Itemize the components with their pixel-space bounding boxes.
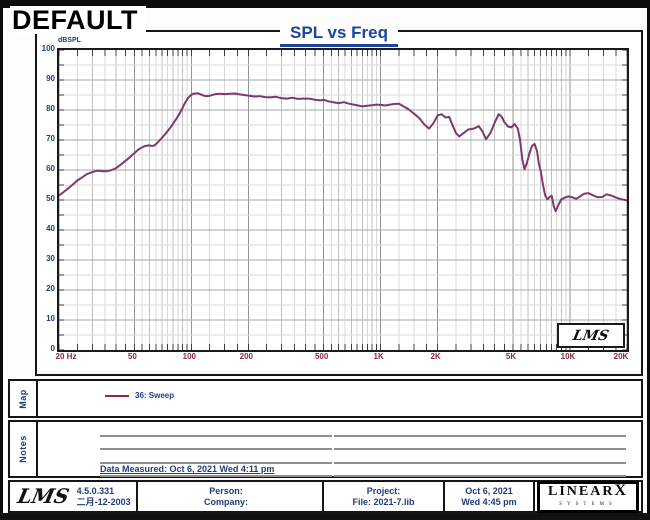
footer-date: Oct 6, 2021 bbox=[465, 485, 513, 496]
footer-lms-cell: LMS 4.5.0.331 二月-12-2003 bbox=[10, 482, 138, 511]
window-bottom-border bbox=[0, 513, 650, 520]
notes-rule-line bbox=[100, 448, 332, 450]
x-tick-label: 500 bbox=[314, 352, 329, 361]
footer-date-cell: Oct 6, 2021 Wed 4:45 pm bbox=[445, 482, 535, 511]
y-tick-label: 100 bbox=[41, 44, 55, 53]
version-number: 4.5.0.331 bbox=[76, 485, 115, 496]
company-label: Company: bbox=[203, 496, 248, 507]
y-tick-label: 60 bbox=[46, 164, 55, 173]
footer-project-cell: Project: File: 2021-7.lib bbox=[324, 482, 445, 511]
y-axis-unit-label: dBSPL bbox=[58, 37, 81, 44]
footer-time: Wed 4:45 pm bbox=[461, 496, 517, 507]
footer-person-cell: Person: Company: bbox=[130, 482, 324, 511]
notes-rule-line bbox=[334, 448, 626, 450]
notes-rule-line bbox=[334, 462, 626, 464]
y-tick-label: 70 bbox=[46, 134, 55, 143]
y-tick-label: 10 bbox=[46, 314, 55, 323]
y-tick-label: 80 bbox=[46, 104, 55, 113]
x-tick-label: 100 bbox=[182, 352, 196, 361]
spl-curve-svg bbox=[59, 50, 627, 350]
version-block: 4.5.0.331 二月-12-2003 bbox=[77, 486, 131, 508]
x-tick-label: 50 bbox=[127, 352, 137, 361]
person-label: Person: bbox=[209, 485, 243, 496]
notes-strip-label-cell: Notes bbox=[10, 422, 38, 476]
chart-title: SPL vs Freq bbox=[280, 23, 398, 47]
notes-rule-line bbox=[100, 435, 332, 437]
lms-watermark-text: LMS bbox=[571, 327, 611, 344]
x-tick-label: 1K bbox=[373, 352, 384, 361]
footer-brand-cell: LINEARX SYSTEMS bbox=[535, 480, 641, 513]
window-right-border bbox=[647, 0, 650, 520]
version-date: 二月-12-2003 bbox=[76, 496, 131, 507]
y-tick-label: 50 bbox=[46, 194, 55, 203]
map-strip-label: Map bbox=[18, 388, 28, 409]
linearx-logo-sub: SYSTEMS bbox=[559, 501, 617, 507]
sweep-curve bbox=[59, 92, 627, 213]
linearx-logo-main: LINEARX bbox=[547, 481, 629, 499]
linearx-logo-x: X bbox=[614, 481, 629, 499]
notes-rule-line bbox=[100, 475, 332, 477]
legend-line-swatch bbox=[105, 394, 129, 397]
x-tick-label: 2K bbox=[430, 352, 441, 361]
y-tick-label: 30 bbox=[46, 254, 55, 263]
legend-label: 36: Sweep bbox=[135, 391, 175, 400]
lms-logo: LMS bbox=[15, 484, 72, 508]
window-top-border bbox=[0, 0, 650, 8]
x-tick-label: 10K bbox=[560, 352, 576, 361]
spl-plot-area bbox=[57, 48, 629, 352]
notes-strip: Notes Data Measured: Oct 6, 2021 Wed 4:1… bbox=[8, 420, 643, 478]
window-left-border bbox=[0, 0, 3, 520]
x-tick-label: 5K bbox=[505, 352, 517, 361]
lms-watermark-box: LMS bbox=[557, 323, 625, 348]
y-tick-label: 20 bbox=[46, 284, 55, 293]
legend-row: 36: Sweep bbox=[105, 391, 174, 400]
notes-rule-line bbox=[334, 475, 626, 477]
chart-panel: SPL vs Freq dBSPL 100 90 80 70 60 50 40 30 20 10 0… bbox=[35, 23, 643, 376]
x-tick-label: 20 Hz bbox=[55, 352, 77, 361]
data-measured-text: Data Measured: Oct 6, 2021 Wed 4:11 pm bbox=[100, 464, 275, 474]
y-tick-label: 0 bbox=[50, 344, 55, 353]
file-label: File: 2021-7.lib bbox=[352, 496, 415, 507]
project-label: Project: bbox=[366, 485, 401, 496]
x-tick-label: 20K bbox=[613, 352, 629, 361]
notes-rule-line bbox=[334, 435, 626, 437]
linearx-logo: LINEARX SYSTEMS bbox=[537, 480, 639, 513]
footer-strip: LMS 4.5.0.331 二月-12-2003 Person: Company… bbox=[8, 480, 643, 513]
default-preset-label: DEFAULT bbox=[10, 6, 146, 34]
y-tick-label: 90 bbox=[46, 74, 55, 83]
notes-strip-label: Notes bbox=[18, 435, 29, 463]
y-tick-label: 40 bbox=[46, 224, 55, 233]
x-tick-label: 200 bbox=[239, 352, 253, 361]
notes-rule-line bbox=[100, 462, 332, 464]
map-strip: Map 36: Sweep bbox=[8, 379, 643, 418]
map-strip-label-cell: Map bbox=[10, 381, 38, 416]
